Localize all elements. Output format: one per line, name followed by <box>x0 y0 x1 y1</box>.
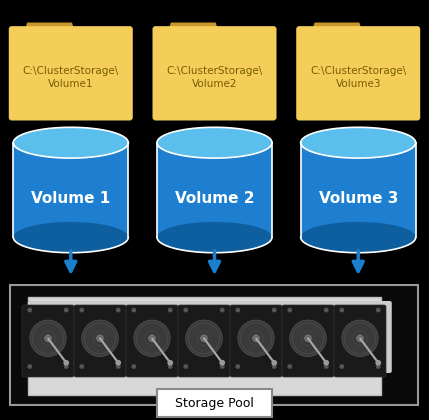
Text: Volume 2: Volume 2 <box>175 191 254 206</box>
Circle shape <box>63 360 69 366</box>
Circle shape <box>357 335 363 341</box>
Bar <box>157 389 272 417</box>
Circle shape <box>324 364 329 369</box>
Text: C:\ClusterStorage\
Volume1: C:\ClusterStorage\ Volume1 <box>23 66 119 89</box>
Circle shape <box>64 307 69 312</box>
Circle shape <box>30 320 66 357</box>
Circle shape <box>64 364 69 369</box>
Circle shape <box>236 364 240 369</box>
Circle shape <box>375 360 381 366</box>
FancyBboxPatch shape <box>74 305 126 377</box>
FancyBboxPatch shape <box>126 305 178 377</box>
Circle shape <box>79 364 84 369</box>
Circle shape <box>272 307 277 312</box>
FancyBboxPatch shape <box>230 305 282 377</box>
Circle shape <box>27 307 32 312</box>
Circle shape <box>376 307 381 312</box>
Circle shape <box>342 320 378 357</box>
FancyBboxPatch shape <box>132 301 184 373</box>
FancyBboxPatch shape <box>334 305 386 377</box>
Circle shape <box>79 307 84 312</box>
Circle shape <box>183 364 188 369</box>
Circle shape <box>219 360 225 366</box>
Circle shape <box>149 335 155 341</box>
Text: C:\ClusterStorage\
Volume2: C:\ClusterStorage\ Volume2 <box>166 66 263 89</box>
Polygon shape <box>167 23 220 36</box>
Circle shape <box>287 364 292 369</box>
Circle shape <box>115 360 121 366</box>
FancyBboxPatch shape <box>28 301 80 373</box>
FancyBboxPatch shape <box>22 305 74 377</box>
Ellipse shape <box>157 222 272 253</box>
FancyBboxPatch shape <box>236 301 288 373</box>
Circle shape <box>97 335 103 341</box>
FancyBboxPatch shape <box>296 26 420 121</box>
Circle shape <box>167 360 173 366</box>
FancyBboxPatch shape <box>340 301 392 373</box>
Ellipse shape <box>301 127 416 158</box>
Bar <box>28 297 381 395</box>
Circle shape <box>290 320 326 357</box>
Circle shape <box>238 320 274 357</box>
Circle shape <box>82 320 118 357</box>
Polygon shape <box>23 23 76 36</box>
Ellipse shape <box>13 127 128 158</box>
Circle shape <box>339 307 344 312</box>
Bar <box>13 143 128 237</box>
Ellipse shape <box>157 127 272 158</box>
Ellipse shape <box>301 222 416 253</box>
Polygon shape <box>311 23 363 36</box>
Circle shape <box>339 364 344 369</box>
Circle shape <box>236 307 240 312</box>
FancyBboxPatch shape <box>9 26 133 121</box>
Circle shape <box>324 307 329 312</box>
FancyBboxPatch shape <box>178 305 230 377</box>
Text: Storage Pool: Storage Pool <box>175 396 254 410</box>
Circle shape <box>220 364 225 369</box>
Circle shape <box>131 307 136 312</box>
Circle shape <box>186 320 222 357</box>
Circle shape <box>323 360 329 366</box>
Circle shape <box>305 335 311 341</box>
Circle shape <box>116 364 121 369</box>
Circle shape <box>27 364 32 369</box>
Circle shape <box>272 360 277 366</box>
Circle shape <box>272 364 277 369</box>
Bar <box>10 285 418 405</box>
Circle shape <box>131 364 136 369</box>
Circle shape <box>220 307 225 312</box>
FancyBboxPatch shape <box>282 305 334 377</box>
FancyBboxPatch shape <box>184 301 236 373</box>
Text: Volume 1: Volume 1 <box>31 191 110 206</box>
FancyBboxPatch shape <box>288 301 340 373</box>
FancyBboxPatch shape <box>152 26 277 121</box>
Text: Volume 3: Volume 3 <box>318 191 398 206</box>
Circle shape <box>116 307 121 312</box>
Bar <box>157 143 272 237</box>
Circle shape <box>376 364 381 369</box>
Circle shape <box>45 335 51 341</box>
Bar <box>301 143 416 237</box>
Ellipse shape <box>13 222 128 253</box>
Text: C:\ClusterStorage\
Volume3: C:\ClusterStorage\ Volume3 <box>310 66 406 89</box>
Circle shape <box>168 307 172 312</box>
FancyBboxPatch shape <box>80 301 132 373</box>
Circle shape <box>287 307 292 312</box>
Circle shape <box>183 307 188 312</box>
Circle shape <box>253 335 259 341</box>
Circle shape <box>134 320 170 357</box>
Circle shape <box>168 364 172 369</box>
Circle shape <box>201 335 207 341</box>
